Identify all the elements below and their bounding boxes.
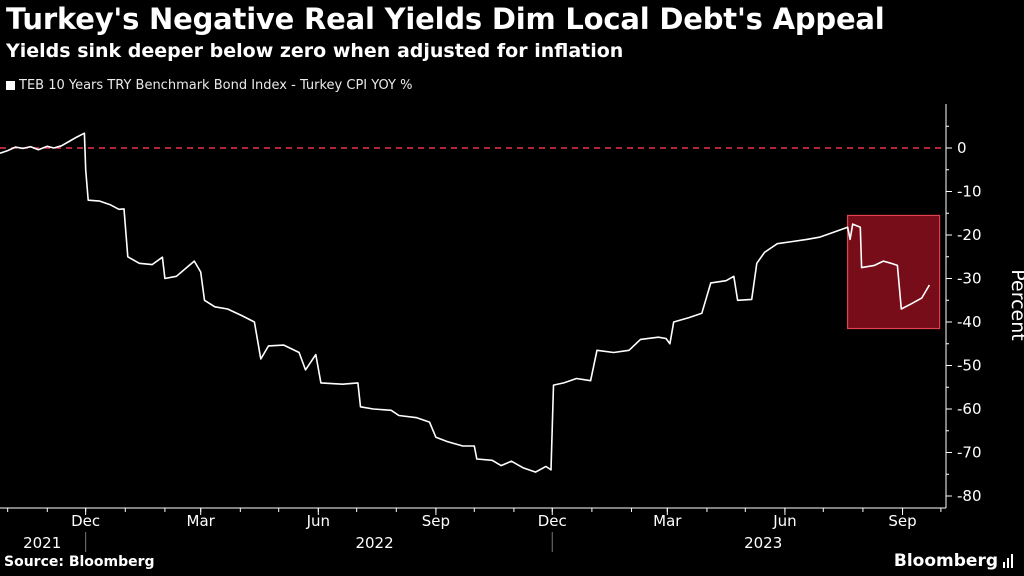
year-label: 2021 <box>23 534 61 552</box>
year-label: 2022 <box>355 534 393 552</box>
source-note: Source: Bloomberg <box>4 554 155 570</box>
series-line-0 <box>0 132 931 473</box>
y-tick-label: -80 <box>957 487 982 505</box>
y-tick-label: -20 <box>957 226 982 244</box>
y-tick-label: -60 <box>957 400 982 418</box>
bloomberg-logo: Bloomberg <box>894 551 1016 571</box>
y-tick-label: -50 <box>957 357 982 375</box>
x-tick-label: Jun <box>772 512 796 530</box>
bar-chart-icon <box>1002 554 1016 568</box>
y-tick-label: -30 <box>957 270 982 288</box>
x-tick-label: Dec <box>538 512 567 530</box>
y-tick-label: -70 <box>957 444 982 462</box>
x-tick-label: Jun <box>306 512 330 530</box>
x-tick-label: Sep <box>888 512 916 530</box>
highlight-box <box>846 214 941 330</box>
y-tick-label: 0 <box>957 139 967 157</box>
x-tick-label: Mar <box>187 512 216 530</box>
x-tick-label: Sep <box>422 512 450 530</box>
x-tick-label: Mar <box>653 512 682 530</box>
y-axis-label: Percent <box>1007 269 1024 341</box>
y-tick-label: -10 <box>957 183 982 201</box>
legend: TEB 10 Years TRY Benchmark Bond Index - … <box>6 78 412 93</box>
x-tick-label: Dec <box>71 512 100 530</box>
chart-title: Turkey's Negative Real Yields Dim Local … <box>6 2 885 36</box>
year-label: 2023 <box>744 534 782 552</box>
legend-label: TEB 10 Years TRY Benchmark Bond Index - … <box>19 78 413 93</box>
y-tick-label: -40 <box>957 313 982 331</box>
brand-label: Bloomberg <box>893 551 998 571</box>
chart-subtitle: Yields sink deeper below zero when adjus… <box>6 40 624 62</box>
legend-swatch <box>6 81 15 90</box>
